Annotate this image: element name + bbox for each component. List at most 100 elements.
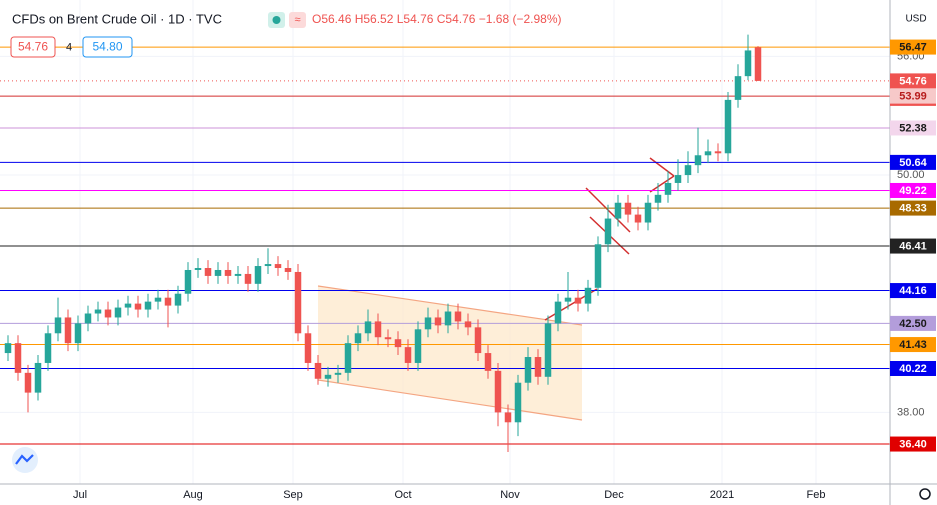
candle-body [754,47,762,81]
candle-body [374,321,382,338]
level-label-bg [890,39,936,55]
icon-glyph: ≈ [294,14,300,26]
y-tick-label: 38.00 [897,406,925,418]
candle-body [84,313,92,324]
candle-body [164,297,172,306]
level-label-bg [890,436,936,452]
candle-body [254,266,262,284]
level-label-bg [890,182,936,198]
candle-body [154,297,162,302]
candle-body [94,309,102,314]
level-label: 44.16 [899,285,927,297]
x-tick-label: Oct [394,489,411,501]
candle-body [424,317,432,330]
candle-body [584,287,592,304]
currency: USD [905,14,926,25]
level-label-bg [890,120,936,136]
candle-body [644,202,652,223]
settings-icon[interactable] [919,488,931,500]
candle-body [734,76,742,100]
level-label: 54.76 [899,75,927,87]
candle-body [114,307,122,318]
pennant-line [649,157,675,177]
level-label-bg [890,283,936,299]
candles [4,34,762,452]
candle-body [484,353,492,371]
candle-body [614,202,622,219]
level-label-bg [890,238,936,254]
x-tick-label: Aug [183,489,203,501]
logo-glyph [15,454,34,465]
candle-body [744,50,752,77]
level-label-bg [890,360,936,376]
candle-body [704,151,712,156]
candle-body [4,343,12,354]
level-label-bg [890,154,936,170]
ohlc-values: O56.46 H56.52 L54.76 C54.76 −1.68 (−2.98… [312,12,562,26]
icon-dot [272,16,281,24]
candle-body [64,317,72,344]
candle-body [304,333,312,363]
candle-body [324,374,332,379]
candle-body [214,269,222,276]
channel-line [317,379,583,421]
candle-body [494,370,502,413]
spread: 4 [66,41,72,53]
candle-body [294,271,302,334]
level-label: 49.22 [899,185,927,197]
candle-body [364,321,372,334]
candle-body [434,317,442,326]
candle-body [524,357,532,383]
sell-button[interactable] [10,36,56,58]
sell-price: 54.76 [18,40,48,54]
buy-price: 54.80 [92,40,122,54]
symbol-title: CFDs on Brent Crude Oil · 1D · TVC [12,11,222,26]
buy-button[interactable] [82,36,133,58]
candle-body [334,372,342,375]
level-label-bg [890,337,936,353]
candle-body [284,268,292,272]
level-label: 40.22 [899,363,927,375]
candle-body [24,372,32,393]
candle-body [514,382,522,423]
candle-body [34,362,42,393]
x-tick-label: 2021 [710,489,734,501]
compare-icon[interactable] [289,12,306,28]
level-label-bg [890,88,936,104]
candle-body [444,311,452,326]
x-tick-label: Sep [283,489,303,501]
candle-body [394,339,402,348]
candle-body [224,269,232,276]
level-label: 50.64 [899,157,927,169]
candle-body [404,347,412,363]
candle-body [354,333,362,344]
candle-body [44,333,52,363]
currency-box [897,11,935,27]
candle-body [74,323,82,344]
candle-body [594,244,602,288]
candle-body [234,273,242,276]
candle-body [504,412,512,423]
x-tick-label: Jul [73,489,87,501]
candle-body [274,264,282,269]
level-label: 36.40 [899,438,927,450]
candle-body [454,311,462,322]
level-label: 42.50 [899,318,927,330]
candle-body [104,309,112,318]
candle-body [464,321,472,328]
candle-body [144,301,152,310]
level-label-bg [890,200,936,216]
candle-body [344,343,352,373]
level-label: 56.47 [899,41,927,53]
candle-body [554,301,562,324]
candle-body [694,155,702,166]
channel-line [317,285,583,326]
level-label-bg [890,73,936,89]
candle-body [314,362,322,379]
candle-body [384,337,392,340]
candle-body [674,175,682,183]
